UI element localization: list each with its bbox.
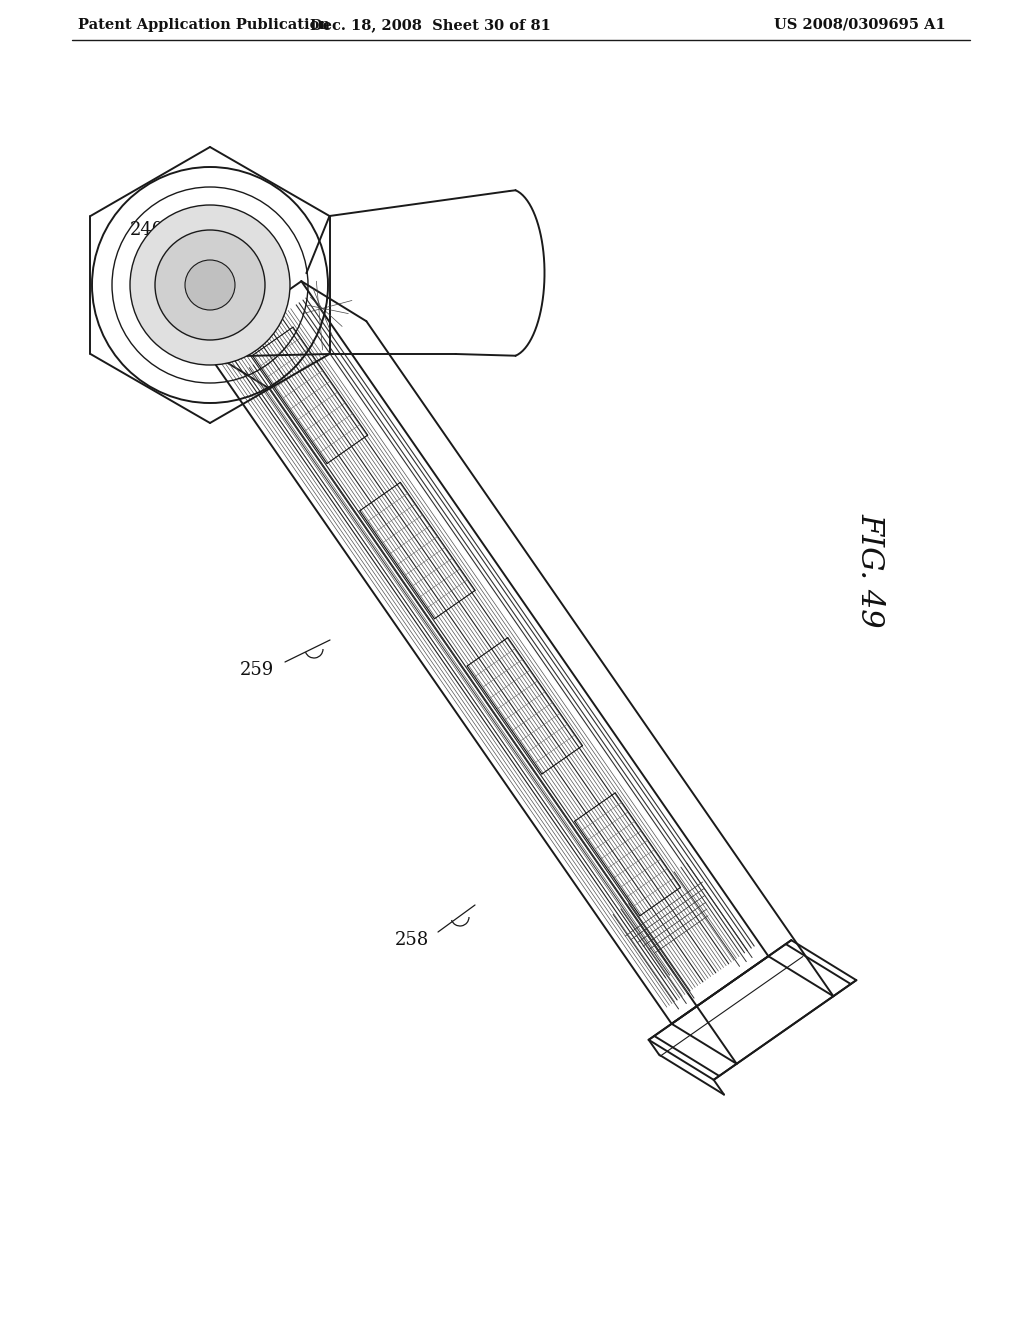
Text: 259: 259 — [240, 661, 274, 678]
Text: US 2008/0309695 A1: US 2008/0309695 A1 — [774, 18, 946, 32]
Circle shape — [130, 205, 290, 366]
Circle shape — [155, 230, 265, 341]
Text: 258: 258 — [395, 931, 429, 949]
Text: Dec. 18, 2008  Sheet 30 of 81: Dec. 18, 2008 Sheet 30 of 81 — [309, 18, 551, 32]
Text: 240: 240 — [130, 220, 164, 239]
Text: FIG. 49: FIG. 49 — [854, 512, 886, 627]
Circle shape — [185, 260, 234, 310]
Text: Patent Application Publication: Patent Application Publication — [78, 18, 330, 32]
